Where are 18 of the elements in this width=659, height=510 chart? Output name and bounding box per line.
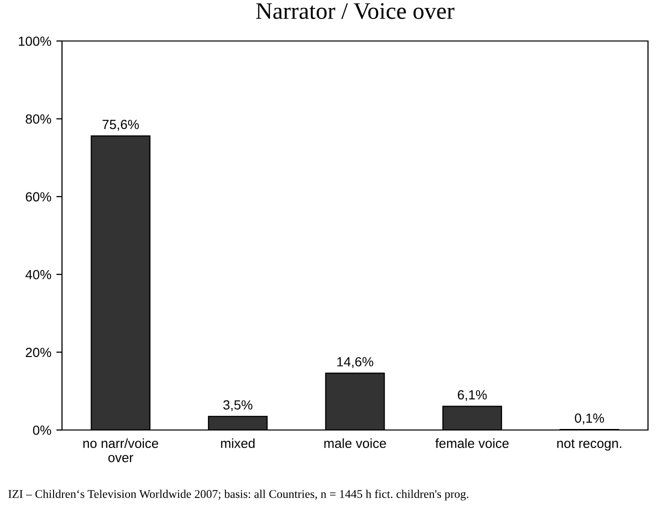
data-label: 6,1% bbox=[458, 390, 487, 402]
y-tick-label: 80% bbox=[26, 114, 52, 124]
chart-title: Narrator / Voice over bbox=[256, 3, 454, 20]
y-tick-label: 40% bbox=[25, 270, 52, 280]
data-label: 14,6% bbox=[337, 357, 374, 368]
text: IZI – Children‘s Television Worldwide 2007; basis: all Countries, n = 1445 h fict. children's prog. bbox=[8, 490, 468, 500]
y-tick-label: 100% bbox=[18, 36, 52, 46]
data-label: 0,1% bbox=[574, 413, 604, 424]
data-label: 3,5% bbox=[223, 400, 252, 412]
x-tick-label: not recogn. bbox=[557, 439, 622, 451]
x-tick-label: male voice bbox=[324, 438, 386, 448]
x-tick-label: mixed bbox=[221, 438, 255, 448]
x-tick-label: no narr/voice over bbox=[83, 438, 158, 462]
x-tick-label: female voice bbox=[435, 438, 509, 448]
data-label: 75,6% bbox=[102, 120, 139, 131]
y-tick-label: 0% bbox=[33, 426, 52, 435]
y-tick-label: 20% bbox=[26, 348, 52, 358]
y-tick-label: 60% bbox=[26, 192, 52, 202]
